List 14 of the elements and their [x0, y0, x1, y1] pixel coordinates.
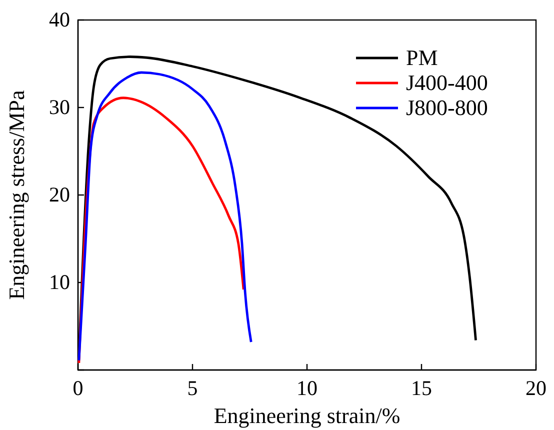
y-axis-title: Engineering stress/MPa	[4, 90, 29, 300]
x-tick-label: 20	[526, 376, 546, 400]
x-tick-label: 15	[411, 376, 432, 400]
x-tick-label: 0	[72, 376, 84, 400]
legend-label: PM	[406, 45, 438, 70]
legend-label: J800-800	[406, 95, 488, 120]
y-tick-label: 10	[49, 270, 70, 294]
y-tick-label: 40	[49, 8, 70, 32]
x-axis-title: Engineering strain/%	[214, 403, 400, 428]
x-tick-label: 5	[187, 376, 198, 400]
y-tick-label: 30	[49, 95, 70, 120]
legend-label: J400-400	[406, 70, 488, 95]
x-tick-label: 10	[296, 376, 318, 400]
y-tick-label: 20	[49, 182, 70, 207]
